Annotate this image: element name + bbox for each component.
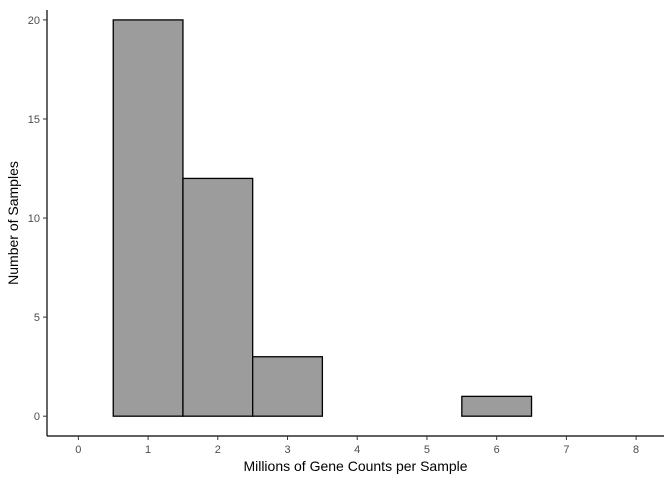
- axes-layer: [46, 10, 664, 437]
- x-tick-label: 6: [494, 444, 500, 456]
- y-axis-title: Number of Samples: [5, 161, 21, 285]
- histogram-bar: [461, 395, 533, 417]
- x-tick-label: 4: [354, 444, 360, 456]
- bars-layer: [112, 19, 533, 417]
- x-tick-label: 2: [215, 444, 221, 456]
- y-tick-label: 15: [28, 114, 40, 126]
- histogram-bar: [182, 177, 254, 417]
- y-tick-label: 0: [34, 411, 40, 423]
- histogram-bar: [252, 356, 324, 417]
- x-tick-label: 0: [75, 444, 81, 456]
- x-tick-label: 7: [563, 444, 569, 456]
- x-axis-ticks: 0 1 2 3 4 5 6 7 8: [75, 436, 639, 456]
- x-axis-title: Millions of Gene Counts per Sample: [243, 458, 467, 474]
- y-axis-ticks: 0 5 10 15 20: [28, 15, 47, 423]
- x-tick-label: 1: [145, 444, 151, 456]
- y-tick-label: 10: [28, 213, 40, 225]
- y-tick-label: 20: [28, 15, 40, 27]
- y-tick-label: 5: [34, 312, 40, 324]
- x-tick-label: 3: [284, 444, 290, 456]
- histogram-bar: [112, 19, 184, 417]
- x-tick-label: 8: [633, 444, 639, 456]
- x-tick-label: 5: [424, 444, 430, 456]
